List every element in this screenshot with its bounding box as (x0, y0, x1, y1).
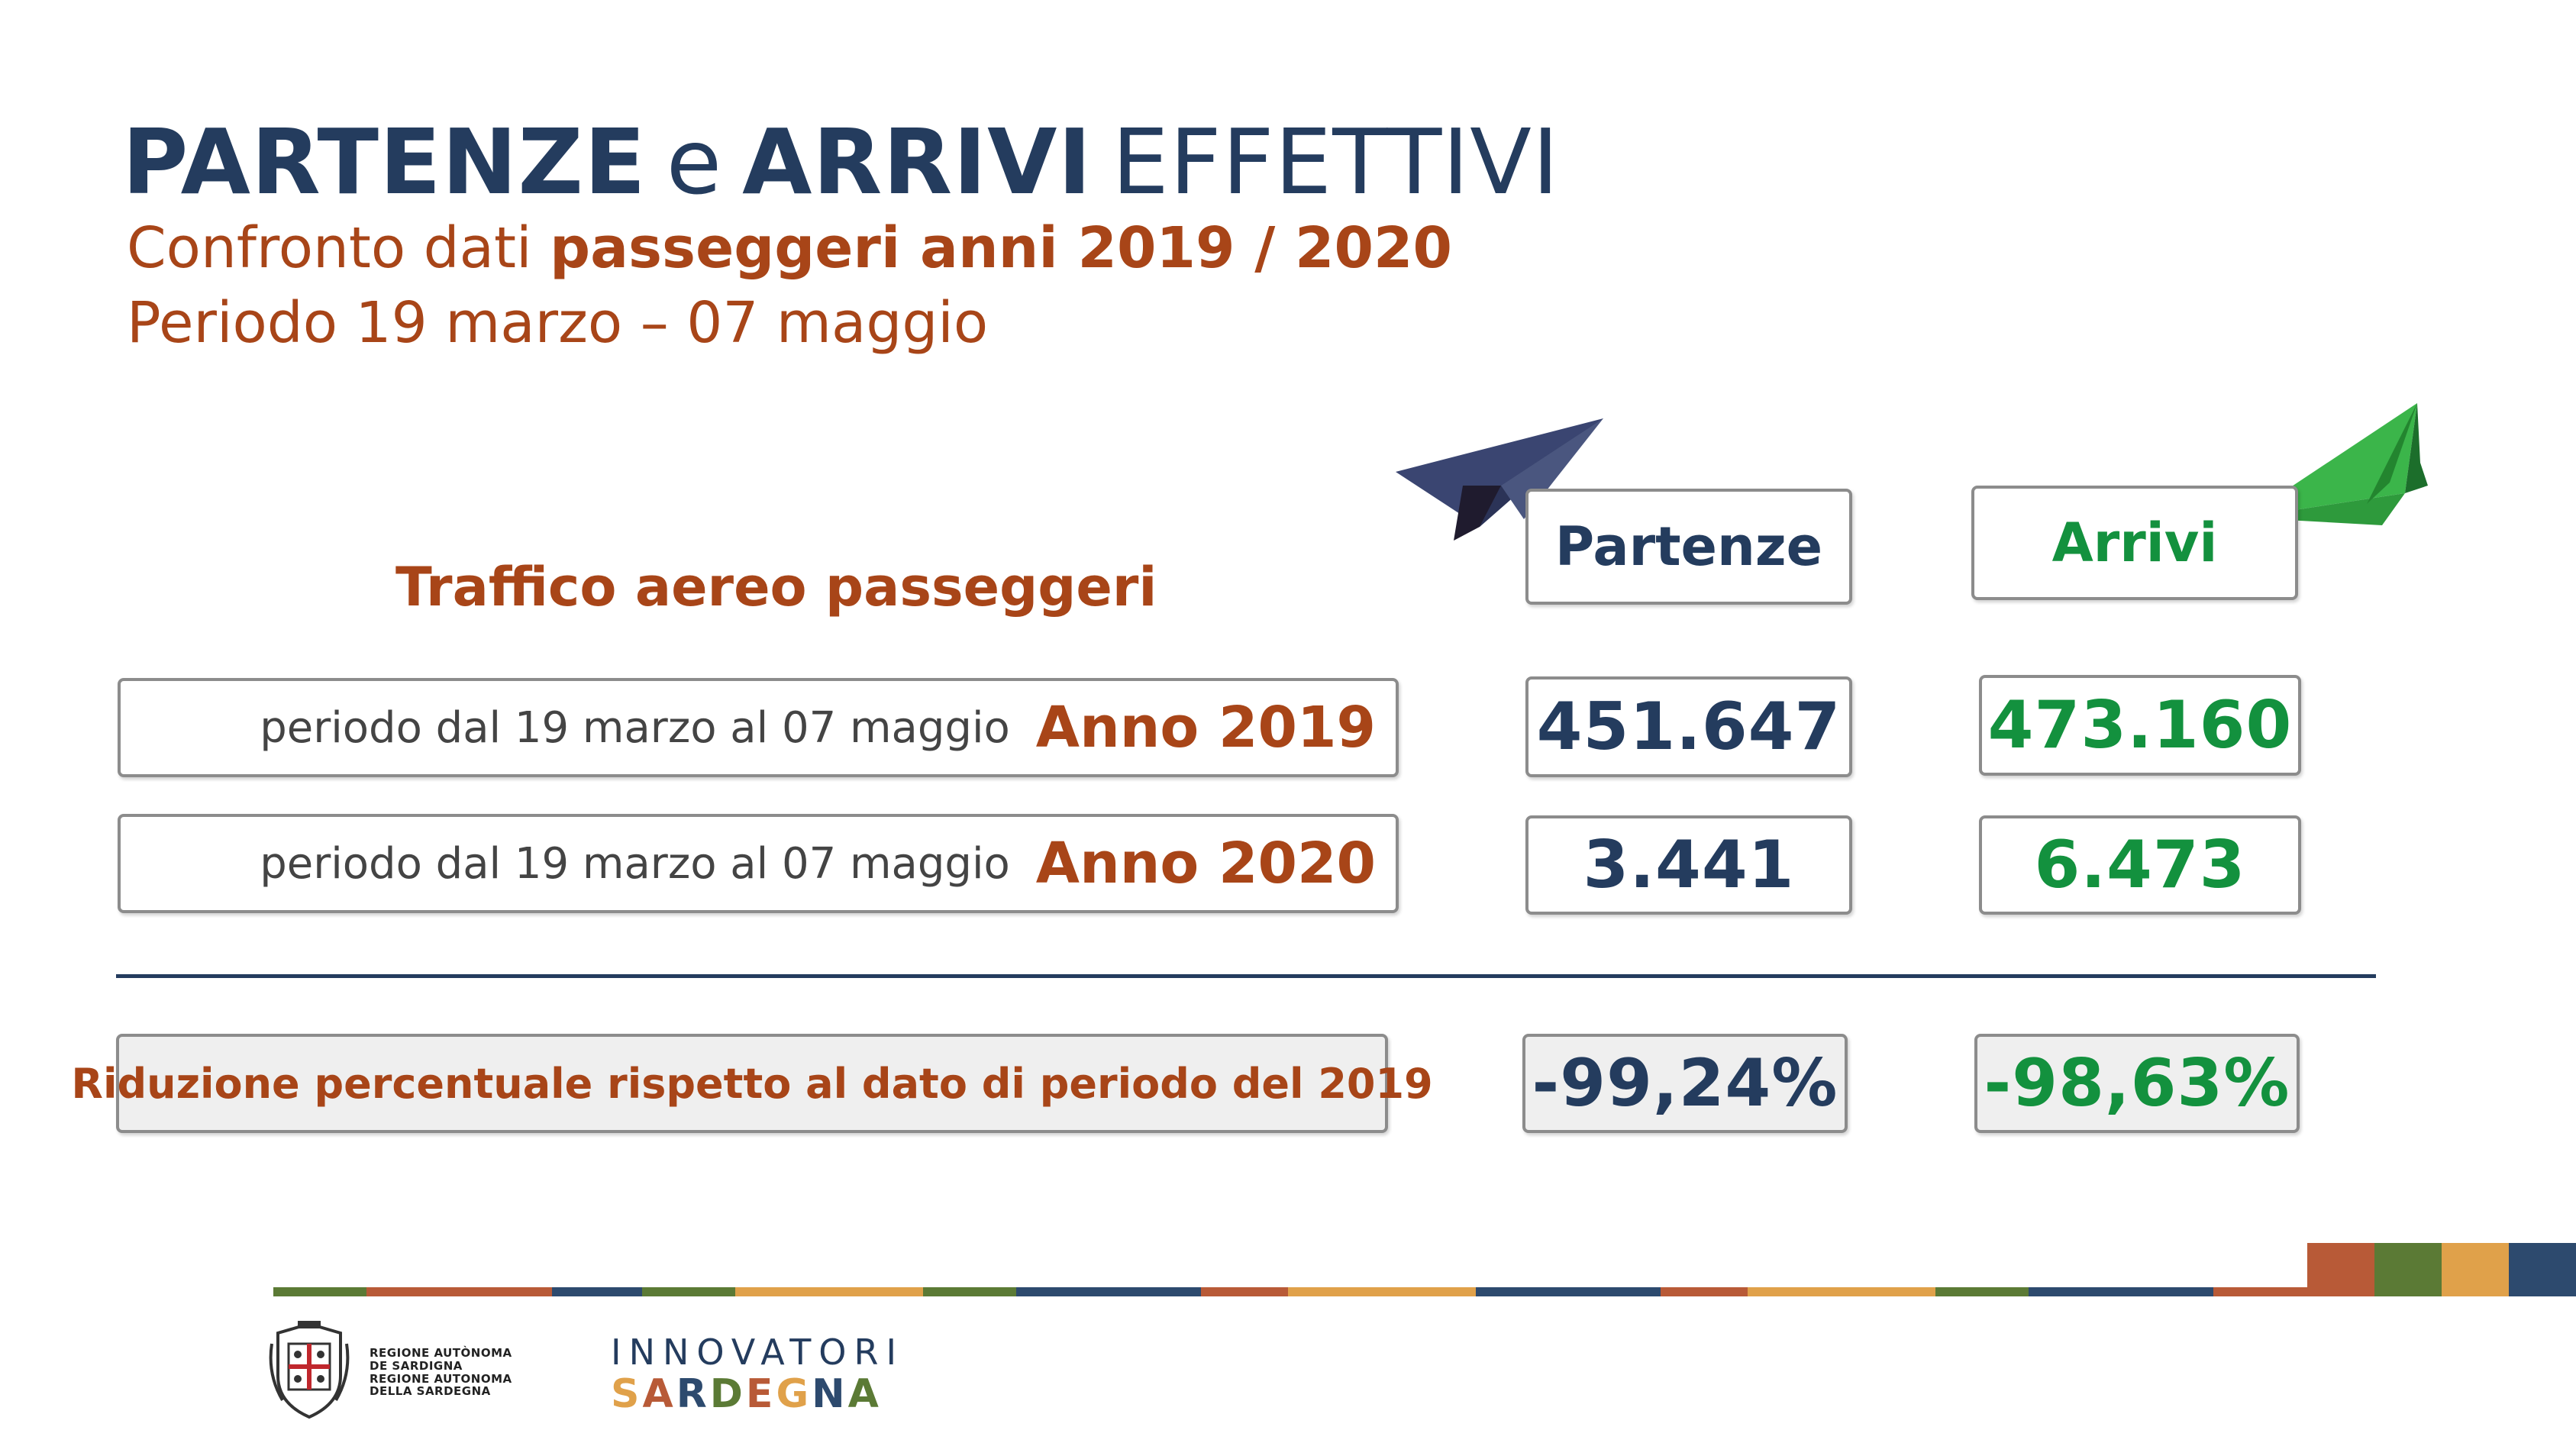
column-header-departures-label: Partenze (1554, 515, 1823, 578)
region-line: DELLA SARDEGNA (370, 1384, 491, 1399)
stripe-segment (1748, 1287, 1935, 1296)
title-e: e (666, 109, 723, 215)
stripe-segment (1661, 1287, 1748, 1296)
column-header-arrivals: Arrivi (1971, 486, 2298, 600)
subtitle-regular: Confronto dati (127, 215, 532, 281)
reduction-label: Riduzione percentuale rispetto al dato d… (71, 1059, 1433, 1108)
row-period-text: periodo dal 19 marzo al 07 maggio (260, 838, 1010, 889)
value-departures-2020: 3.441 (1525, 815, 1852, 915)
logo-letter: R (676, 1371, 710, 1417)
value-arrivals-2020: 6.473 (1979, 815, 2301, 915)
logo-letter: S (611, 1371, 643, 1417)
innovatori-text: INNOVATORI (611, 1332, 905, 1373)
stripe-segment (923, 1287, 1016, 1296)
row-label-2019: periodo dal 19 marzo al 07 maggio Anno 2… (118, 678, 1399, 777)
page-title: PARTENZE e ARRIVI EFFETTIVI (122, 112, 1560, 212)
value-text: 3.441 (1583, 827, 1795, 903)
value-text: -99,24% (1532, 1045, 1838, 1122)
corner-block (2374, 1243, 2442, 1296)
value-text: -98,63% (1984, 1045, 2290, 1122)
value-arrivals-2019: 473.160 (1979, 675, 2301, 776)
stripe-segment (552, 1287, 642, 1296)
stripe-segment (1201, 1287, 1288, 1296)
region-crest-logo (269, 1321, 350, 1419)
value-text: 451.647 (1536, 689, 1842, 765)
region-name-text: REGIONE AUTÒNOMA DE SARDIGNA REGIONE AUT… (370, 1347, 512, 1398)
subtitle-period: Periodo 19 marzo – 07 maggio (127, 290, 989, 356)
title-partenze: PARTENZE (122, 109, 647, 215)
row-label-2020: periodo dal 19 marzo al 07 maggio Anno 2… (118, 814, 1399, 913)
logo-letter: A (642, 1371, 676, 1417)
footer-color-stripe (273, 1287, 2347, 1296)
logo-letter: E (745, 1371, 776, 1417)
stripe-segment (1476, 1287, 1661, 1296)
reduction-departures: -99,24% (1522, 1034, 1848, 1133)
row-period-text: periodo dal 19 marzo al 07 maggio (260, 702, 1010, 753)
sardegna-logo-text: SARDEGNA (611, 1371, 882, 1417)
value-departures-2019: 451.647 (1525, 676, 1852, 777)
stripe-segment (642, 1287, 735, 1296)
title-effettivi: EFFETTIVI (1112, 109, 1560, 215)
subtitle-bold: passeggeri anni 2019 / 2020 (550, 215, 1452, 281)
stripe-segment (1935, 1287, 2029, 1296)
region-line: REGIONE AUTONOMA (370, 1371, 512, 1386)
logo-letter: N (812, 1371, 848, 1417)
section-divider (116, 974, 2376, 978)
region-line: REGIONE AUTÒNOMA (370, 1346, 512, 1360)
logo-letter: D (709, 1371, 746, 1417)
stripe-segment (735, 1287, 923, 1296)
corner-block (2307, 1243, 2374, 1296)
subtitle-comparison: Confronto dati passeggeri anni 2019 / 20… (127, 215, 1452, 281)
logo-letter: G (776, 1371, 812, 1417)
row-year: Anno 2019 (1035, 695, 1376, 760)
footer-corner-blocks (2307, 1243, 2576, 1296)
column-header-departures: Partenze (1525, 489, 1852, 605)
value-text: 473.160 (1987, 687, 2293, 763)
title-arrivi: ARRIVI (742, 109, 1093, 215)
row-year: Anno 2020 (1035, 831, 1376, 896)
section-heading: Traffico aereo passeggeri (395, 556, 1157, 618)
stripe-segment (1016, 1287, 1201, 1296)
region-line: DE SARDIGNA (370, 1358, 463, 1373)
value-text: 6.473 (2034, 827, 2246, 903)
corner-block (2442, 1243, 2509, 1296)
reduction-arrivals: -98,63% (1974, 1034, 2300, 1133)
stripe-segment (2029, 1287, 2213, 1296)
stripe-segment (366, 1287, 552, 1296)
reduction-label-box: Riduzione percentuale rispetto al dato d… (71, 1034, 1433, 1133)
stripe-segment (1288, 1287, 1476, 1296)
stripe-segment (273, 1287, 366, 1296)
logo-letter: A (847, 1371, 882, 1417)
column-header-arrivals-label: Arrivi (2051, 512, 2218, 574)
corner-block (2509, 1243, 2576, 1296)
